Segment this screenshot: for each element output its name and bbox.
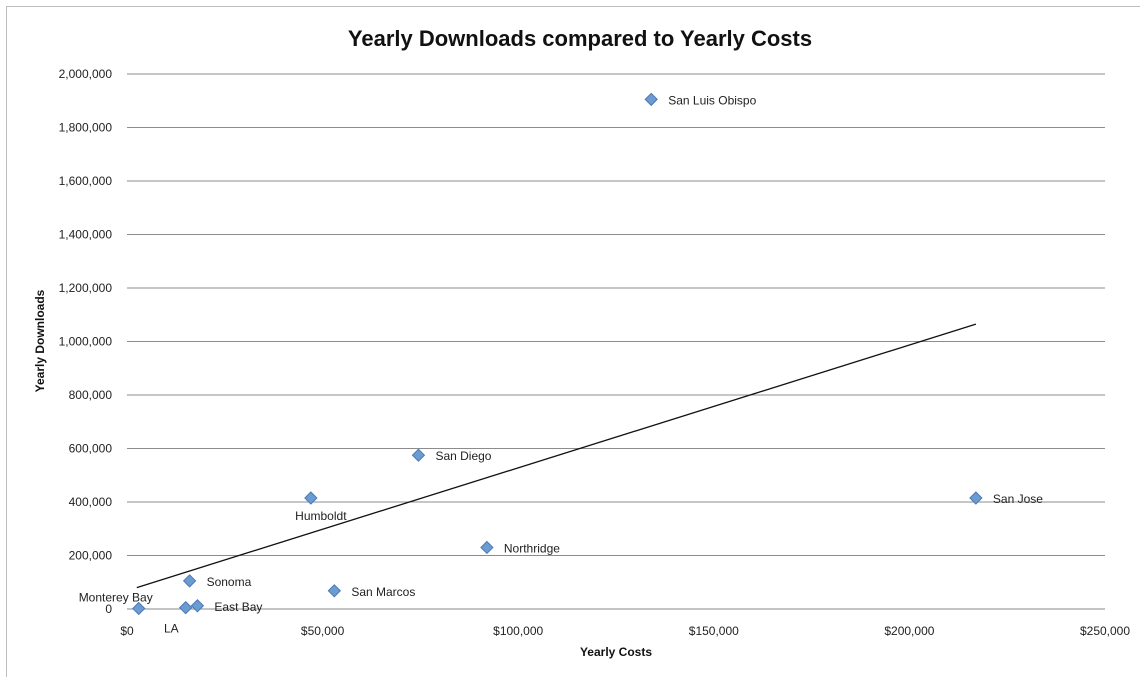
x-axis-ticks: $0 $50,000 $100,000 $150,000 $200,000 $250,00… [120, 624, 1130, 638]
y-tick-label: 1,600,000 [59, 174, 113, 188]
data-point [644, 92, 658, 107]
data-point [190, 599, 205, 613]
point-label: San Jose [993, 492, 1043, 506]
point-label: San Diego [435, 449, 491, 463]
point-label: Monterey Bay [79, 590, 153, 604]
data-point [411, 448, 426, 462]
x-tick-label: $250,000 [1080, 624, 1130, 638]
data-point [480, 540, 494, 555]
y-tick-label: 2,000,000 [59, 67, 113, 81]
data-point [182, 574, 197, 588]
x-axis-title: Yearly Costs [580, 645, 652, 659]
chart-frame [6, 6, 1140, 677]
y-tick-label: 1,000,000 [59, 335, 113, 349]
x-tick-label: $100,000 [493, 624, 543, 638]
point-label: Northridge [504, 541, 560, 555]
y-tick-label: 200,000 [69, 549, 113, 563]
point-label: East Bay [214, 600, 262, 614]
data-point [304, 491, 318, 505]
data-points [132, 92, 983, 616]
x-tick-label: $0 [120, 624, 134, 638]
y-tick-label: 1,200,000 [59, 281, 113, 295]
trendline [136, 323, 977, 589]
point-label: San Luis Obispo [668, 93, 756, 107]
y-axis-title: Yearly Downloads [33, 289, 47, 392]
point-label: Sonoma [207, 575, 252, 589]
data-point [969, 491, 983, 505]
gridlines [127, 73, 1105, 556]
x-tick-label: $150,000 [689, 624, 739, 638]
data-point [132, 601, 146, 616]
y-tick-label: 400,000 [69, 495, 113, 509]
y-tick-label: 1,800,000 [59, 121, 113, 135]
data-point [327, 584, 342, 598]
data-point [178, 600, 193, 615]
x-tick-label: $200,000 [884, 624, 934, 638]
point-label: Humboldt [295, 509, 347, 523]
point-labels: Monterey Bay LA East Bay Sonoma Humboldt San … [79, 93, 1044, 635]
y-tick-label: 0 [105, 602, 112, 616]
chart-title: Yearly Downloads compared to Yearly Cost… [348, 26, 812, 51]
x-tick-label: $50,000 [301, 624, 345, 638]
y-tick-label: 800,000 [69, 388, 113, 402]
y-tick-label: 1,400,000 [59, 228, 113, 242]
point-label: San Marcos [351, 585, 415, 599]
point-label: LA [164, 622, 179, 636]
y-axis-ticks: 0 200,000 400,000 600,000 800,000 1,000,000 1,… [59, 67, 113, 616]
y-tick-label: 600,000 [69, 442, 113, 456]
